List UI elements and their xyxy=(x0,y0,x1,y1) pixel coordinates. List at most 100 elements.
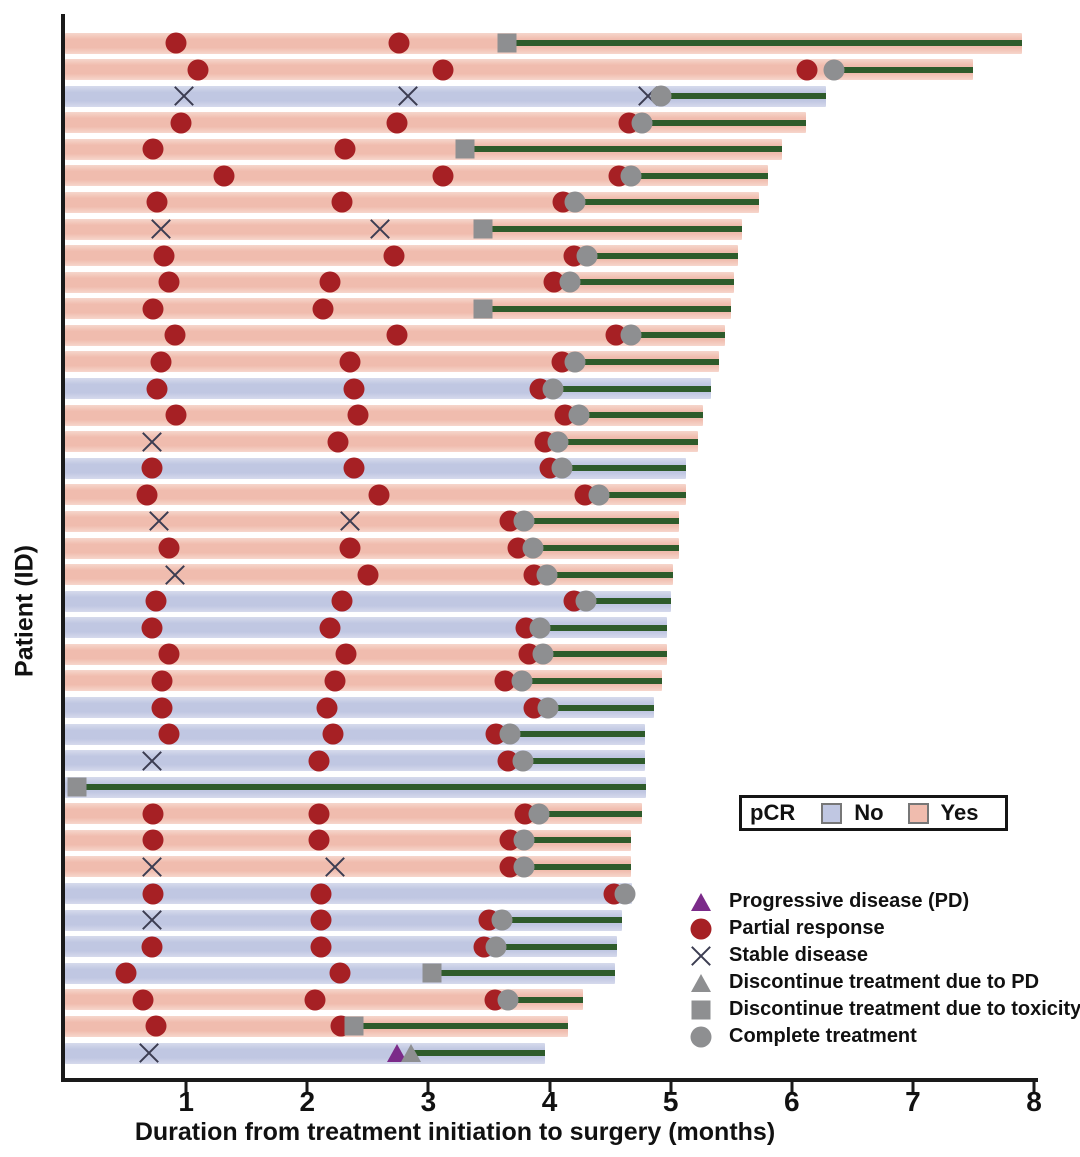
pcr-no-swatch xyxy=(821,802,843,824)
patient-row-7-bar xyxy=(65,191,760,213)
complete-treatment-marker xyxy=(551,457,573,479)
discontinue-toxicity-marker-icon xyxy=(688,997,714,1023)
treatment-to-surgery-line xyxy=(553,385,711,392)
complete-treatment-marker xyxy=(512,750,534,772)
x-tick xyxy=(669,1082,673,1092)
partial-response-marker xyxy=(165,32,187,54)
partial-response-marker xyxy=(322,723,344,745)
complete-treatment-marker xyxy=(575,590,597,612)
complete-treatment-marker xyxy=(491,909,513,931)
partial-response-marker xyxy=(132,989,154,1011)
treatment-to-surgery-line xyxy=(548,704,654,711)
stable-disease-marker xyxy=(139,907,165,933)
stable-disease-marker-icon xyxy=(688,943,714,969)
treatment-to-surgery-line xyxy=(522,757,646,764)
partial-response-marker xyxy=(142,829,164,851)
complete-treatment-marker xyxy=(511,670,533,692)
partial-response-marker xyxy=(368,484,390,506)
discontinue-pd-marker-glyph xyxy=(691,973,711,992)
partial-response-marker-icon xyxy=(688,916,714,942)
partial-response-marker-glyph xyxy=(690,918,712,939)
patient-row-26-bar xyxy=(65,697,654,718)
partial-response-marker xyxy=(213,165,235,187)
treatment-to-surgery-line xyxy=(630,172,768,179)
partial-response-marker xyxy=(158,271,180,293)
partial-response-marker xyxy=(494,670,516,692)
stable-disease-marker xyxy=(139,748,165,774)
patient-row-8-bar xyxy=(65,218,743,240)
partial-response-marker xyxy=(329,962,351,984)
legend-item-label: Stable disease xyxy=(729,944,868,966)
treatment-to-surgery-line xyxy=(587,252,739,259)
treatment-to-surgery-line xyxy=(521,677,663,684)
complete-treatment-marker xyxy=(823,59,845,81)
complete-treatment-marker xyxy=(499,723,521,745)
stable-disease-marker xyxy=(136,1040,162,1066)
treatment-to-surgery-line xyxy=(496,943,618,950)
partial-response-marker xyxy=(158,723,180,745)
partial-response-marker xyxy=(141,936,163,958)
complete-treatment-marker xyxy=(564,191,586,213)
patient-row-17-bar xyxy=(65,457,687,479)
complete-treatment-marker-glyph xyxy=(690,1026,712,1047)
partial-response-marker xyxy=(142,298,164,320)
stable-disease-marker xyxy=(146,508,172,534)
partial-response-marker xyxy=(142,803,164,825)
partial-response-marker xyxy=(164,324,186,346)
x-tick-label: 1 xyxy=(178,1086,194,1117)
x-tick xyxy=(911,1082,915,1092)
legend-item-label: Partial response xyxy=(729,917,885,939)
discontinue-toxicity-marker xyxy=(497,33,517,53)
partial-response-marker xyxy=(335,643,357,665)
partial-response-marker xyxy=(146,191,168,213)
discontinue-toxicity-marker xyxy=(422,963,442,983)
partial-response-marker xyxy=(151,697,173,718)
legend-item: Partial response xyxy=(688,915,1080,942)
partial-response-marker xyxy=(142,883,164,905)
partial-response-marker xyxy=(386,324,408,346)
partial-response-marker xyxy=(165,404,187,426)
treatment-to-surgery-line xyxy=(630,332,726,339)
partial-response-marker xyxy=(386,112,408,134)
complete-treatment-marker xyxy=(485,936,507,958)
patient-row-39-bar xyxy=(65,1042,545,1064)
y-axis-line xyxy=(61,14,65,1082)
partial-response-marker xyxy=(310,883,332,905)
pcr-legend: pCR No Yes xyxy=(739,795,1008,831)
partial-response-marker xyxy=(145,1015,167,1037)
complete-treatment-marker-icon xyxy=(688,1024,714,1050)
partial-response-marker xyxy=(357,564,379,586)
patient-row-6-bar xyxy=(65,165,768,187)
legend-item: Stable disease xyxy=(688,942,1080,969)
patient-row-31-bar xyxy=(65,829,631,851)
x-axis-line xyxy=(61,1078,1038,1082)
plot-area: 1 2 3 4 5 6 7 8 xyxy=(61,0,1042,1117)
treatment-to-surgery-line xyxy=(547,571,674,578)
complete-treatment-marker xyxy=(650,85,672,107)
pcr-legend-title: pCR xyxy=(750,800,796,825)
patient-row-24-bar xyxy=(65,643,667,665)
legend-item-label: Complete treatment xyxy=(729,1025,917,1047)
patient-row-11-bar xyxy=(65,298,732,320)
legend-item-label: Progressive disease (PD) xyxy=(729,890,970,912)
treatment-to-surgery-line xyxy=(539,624,667,631)
treatment-to-surgery-line xyxy=(524,863,631,870)
partial-response-marker xyxy=(151,670,173,692)
discontinue-toxicity-marker xyxy=(67,777,87,797)
patient-row-2-bar xyxy=(65,59,974,81)
stable-disease-marker xyxy=(171,83,197,109)
partial-response-marker xyxy=(327,431,349,453)
partial-response-marker xyxy=(343,378,365,400)
partial-response-marker xyxy=(115,962,137,984)
complete-treatment-marker xyxy=(536,564,558,586)
treatment-to-surgery-line xyxy=(570,279,734,286)
complete-treatment-marker xyxy=(532,643,554,665)
partial-response-marker xyxy=(308,829,330,851)
treatment-to-surgery-line xyxy=(482,305,732,312)
partial-response-marker xyxy=(432,165,454,187)
stable-disease-marker xyxy=(148,216,174,242)
stable-disease-marker xyxy=(322,854,348,880)
partial-response-marker xyxy=(334,138,356,160)
complete-treatment-marker xyxy=(529,617,551,639)
